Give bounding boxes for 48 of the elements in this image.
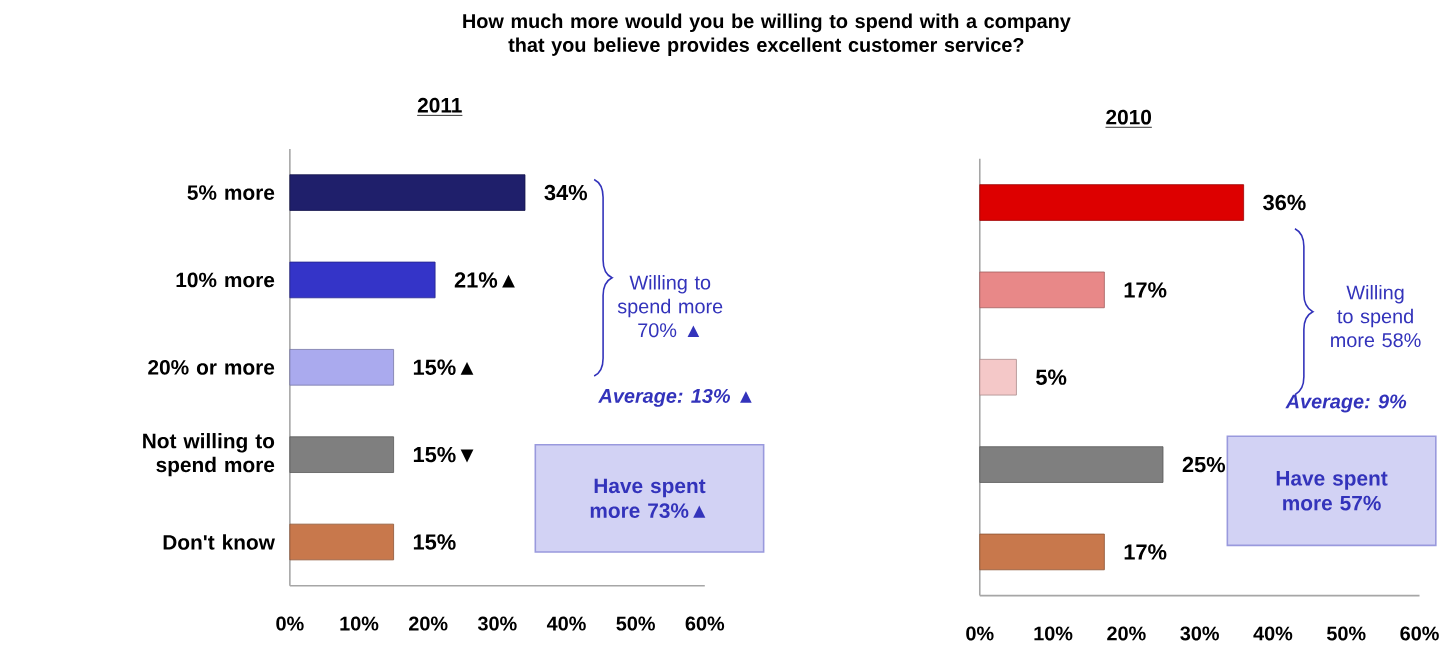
- data-label: 17%: [1124, 282, 1167, 298]
- y-tick-label: Not willing to spend more: [143, 432, 275, 477]
- x-tick-label: 10%: [340, 616, 379, 631]
- data-label: 15%: [413, 534, 456, 550]
- x-tick-label: 20%: [1107, 626, 1146, 641]
- data-label: 21%▲: [454, 272, 515, 288]
- data-label: 15%▲: [413, 359, 474, 375]
- bar: [289, 261, 436, 299]
- x-tick-label: 20%: [409, 616, 448, 631]
- x-tick-label: 30%: [477, 616, 517, 631]
- chart-subtitle: 2011: [417, 97, 462, 113]
- bar: [289, 174, 526, 211]
- annotation: Average: 13% ▲: [598, 388, 752, 407]
- x-tick-label: 60%: [685, 616, 725, 631]
- y-tick-label: Don't know: [163, 534, 275, 550]
- data-label: 17%: [1124, 544, 1167, 560]
- data-label: 25%: [1182, 456, 1226, 473]
- y-tick-label: 5% more: [187, 185, 275, 200]
- x-tick-label: 0%: [276, 616, 304, 631]
- bar: [289, 348, 394, 386]
- bar: [979, 446, 1164, 483]
- data-label: 15%▼: [413, 446, 474, 463]
- data-label: 34%: [544, 184, 588, 201]
- y-tick-label: 20% or more: [148, 359, 275, 375]
- text: How much more would you be willing to spend with a company that you believe provides excellent customer service?: [463, 13, 1071, 56]
- x-tick-label: 60%: [1400, 626, 1439, 641]
- x-tick-label: 50%: [616, 616, 655, 631]
- bar: [979, 271, 1105, 309]
- x-tick-label: 0%: [966, 626, 994, 641]
- annotation: Average: 9%: [1285, 394, 1407, 413]
- bar: [979, 533, 1105, 571]
- y-tick-label: 10% more: [176, 272, 275, 288]
- bar: [979, 184, 1245, 221]
- x-tick-label: 40%: [546, 616, 586, 631]
- chart-title: 2010: [1106, 109, 1152, 125]
- x-tick-label: 10%: [1034, 626, 1073, 641]
- x-tick-label: 50%: [1326, 626, 1366, 641]
- data-label: 36%: [1263, 194, 1306, 211]
- data-label: 5%: [1036, 369, 1067, 385]
- annotation: Have spent more 57%: [1276, 471, 1388, 511]
- bar: [289, 523, 394, 561]
- bar: [979, 358, 1017, 396]
- x-tick-label: 40%: [1253, 626, 1293, 641]
- annotation: Willing to spend more 58%: [1331, 284, 1421, 348]
- bar: [289, 436, 394, 473]
- x-tick-label: 30%: [1180, 626, 1219, 641]
- annotation: Willing to spend more 70% ▲: [617, 274, 723, 338]
- annotation: Have spent more 73%▲: [590, 478, 706, 518]
